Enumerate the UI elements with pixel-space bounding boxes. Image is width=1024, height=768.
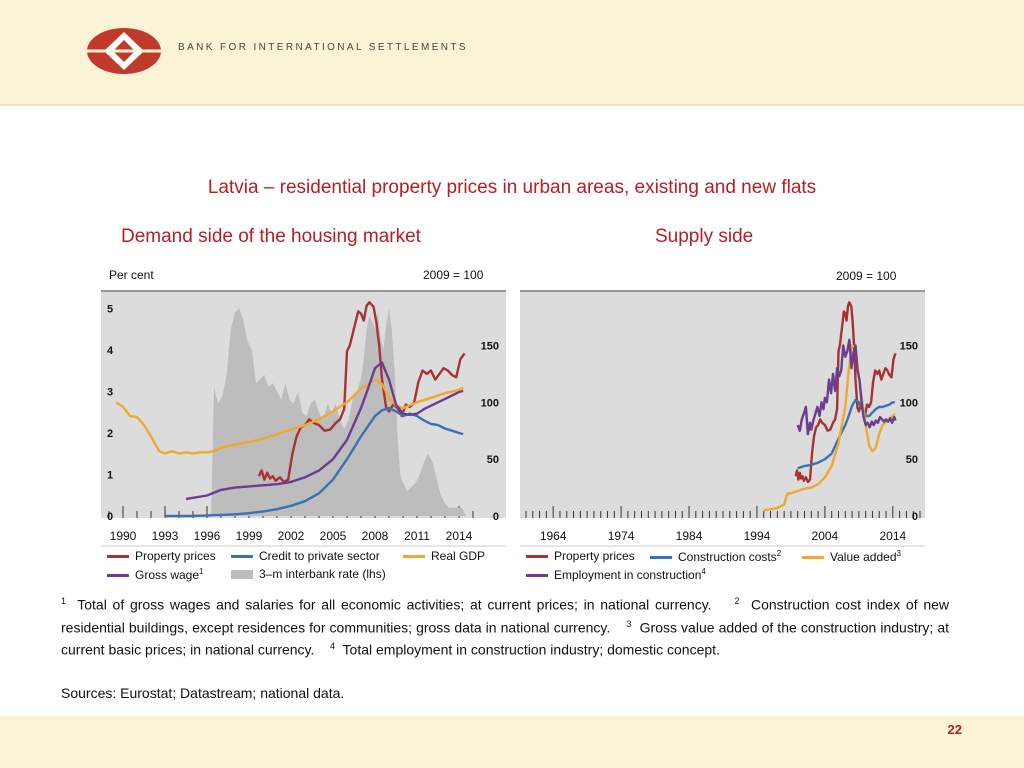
legend-footnote: 4 — [701, 567, 706, 576]
footnote-3: Gross value added of the construction in… — [61, 619, 950, 658]
legend-label: 3–m interbank rate (lhs) — [259, 567, 386, 581]
footnote-1: Total of gross wages and salaries for al… — [77, 596, 712, 613]
legend-property-prices-supply: Property prices — [526, 549, 635, 563]
per-cent-axis-label: Per cent — [109, 268, 154, 282]
legend-gross-wage: Gross wage1 — [107, 567, 203, 582]
x-tick-label: 1990 — [110, 529, 137, 543]
legend-credit: Credit to private sector — [231, 549, 380, 563]
series-line-property — [257, 301, 466, 484]
y-left-tick-label: 5 — [107, 303, 113, 315]
plot-area — [520, 292, 925, 518]
legend-footnote: 1 — [199, 567, 204, 576]
legend-swatch — [231, 555, 253, 559]
legend-label: Credit to private sector — [259, 549, 380, 563]
x-tick-label: 2008 — [362, 529, 389, 543]
y-left-tick-label: 2 — [107, 428, 113, 440]
legend-label: Employment in construction — [554, 568, 702, 582]
legend-swatch — [107, 574, 129, 578]
x-tick-label: 1996 — [194, 529, 221, 543]
y-right-tick-label: 0 — [493, 511, 499, 523]
series-line-gdp — [763, 344, 896, 512]
footnote-mark: 4 — [329, 641, 335, 652]
legend-value-added: Value added3 — [802, 549, 901, 564]
y-right-tick-label: 50 — [906, 454, 918, 466]
index-axis-label-left: 2009 = 100 — [423, 268, 484, 282]
x-tick-label: 2005 — [320, 529, 347, 543]
x-tick-label: 2002 — [278, 529, 305, 543]
legend-swatch — [650, 556, 672, 560]
index-axis-label-right: 2009 = 100 — [836, 269, 897, 283]
legend-real-gdp: Real GDP — [403, 549, 485, 563]
x-tick-label: 1984 — [676, 529, 703, 543]
supply-chart-subtitle: Supply side — [655, 226, 754, 247]
footer-band — [0, 716, 1024, 768]
legend-swatch — [403, 555, 425, 559]
legend-label: Property prices — [135, 549, 216, 563]
legend-swatch — [526, 555, 548, 559]
bis-logo-icon — [86, 28, 162, 74]
legend-label: Value added — [830, 550, 897, 564]
footnote-4: Total employment in construction industr… — [342, 641, 720, 658]
legend-label: Property prices — [554, 549, 635, 563]
series-line-wage — [796, 338, 897, 436]
demand-side-chart: 0 50 100 150 0 1 2 3 4 5 1990 1993 1996 1999 2002 2005 2… — [101, 290, 506, 592]
x-tick-label: 1964 — [540, 529, 567, 543]
page-title: Latvia – residential property prices in … — [207, 177, 817, 198]
series-area-interbank — [211, 308, 466, 516]
x-tick-label: 1999 — [236, 529, 263, 543]
y-left-tick-label: 1 — [107, 469, 113, 481]
y-right-tick-label: 150 — [481, 340, 499, 352]
legend-construction-costs: Construction costs2 — [650, 549, 781, 564]
footnote-2: Construction cost index of new residenti… — [61, 596, 950, 636]
series-line-property — [794, 301, 897, 484]
x-tick-label: 1974 — [608, 529, 635, 543]
legend-swatch — [231, 570, 253, 580]
x-tick-label: 2004 — [812, 529, 839, 543]
page-number: 22 — [947, 722, 962, 737]
supply-side-chart: 0 50 100 150 1964 1974 1984 1994 2004 2014 — [520, 290, 925, 592]
x-tick-label: 1994 — [744, 529, 771, 543]
header-band: BANK FOR INTERNATIONAL SETTLEMENTS — [0, 0, 1024, 106]
y-right-tick-label: 150 — [900, 340, 918, 352]
institution-name: BANK FOR INTERNATIONAL SETTLEMENTS — [178, 42, 468, 53]
legend-label: Gross wage — [135, 568, 200, 582]
footnote-mark: 2 — [734, 596, 740, 606]
x-tick-label: 2014 — [446, 529, 473, 543]
x-tick-label: 1993 — [152, 529, 179, 543]
legend-footnote: 3 — [896, 549, 901, 558]
series-line-credit — [797, 398, 895, 470]
legend-swatch — [526, 574, 548, 578]
y-right-tick-label: 50 — [487, 454, 499, 466]
y-right-tick-label: 0 — [912, 511, 918, 523]
y-left-tick-label: 4 — [107, 345, 114, 357]
legend-swatch — [107, 555, 129, 559]
legend-property-prices: Property prices — [107, 549, 216, 563]
legend-interbank: 3–m interbank rate (lhs) — [231, 567, 386, 581]
legend-label: Real GDP — [431, 549, 486, 563]
demand-chart-subtitle: Demand side of the housing market — [121, 226, 421, 247]
x-tick-label: 2014 — [879, 529, 906, 543]
sources-note: Sources: Eurostat; Datastream; national … — [61, 685, 345, 701]
footnote-mark: 3 — [626, 618, 632, 629]
y-left-tick-label: 0 — [107, 511, 113, 523]
series-line-credit — [165, 406, 464, 518]
series-line-wage — [185, 361, 464, 501]
y-right-tick-label: 100 — [481, 397, 499, 409]
y-right-tick-label: 100 — [900, 397, 918, 409]
legend-swatch — [802, 556, 824, 560]
legend-employment: Employment in construction4 — [526, 567, 706, 582]
legend-footnote: 2 — [776, 549, 782, 558]
footnote-mark: 1 — [61, 596, 67, 606]
x-tick-label: 2011 — [404, 529, 430, 543]
y-left-tick-label: 3 — [107, 386, 113, 398]
legend-label: Construction costs — [678, 550, 777, 564]
footnotes: 1 Total of gross wages and salaries for … — [61, 592, 949, 660]
